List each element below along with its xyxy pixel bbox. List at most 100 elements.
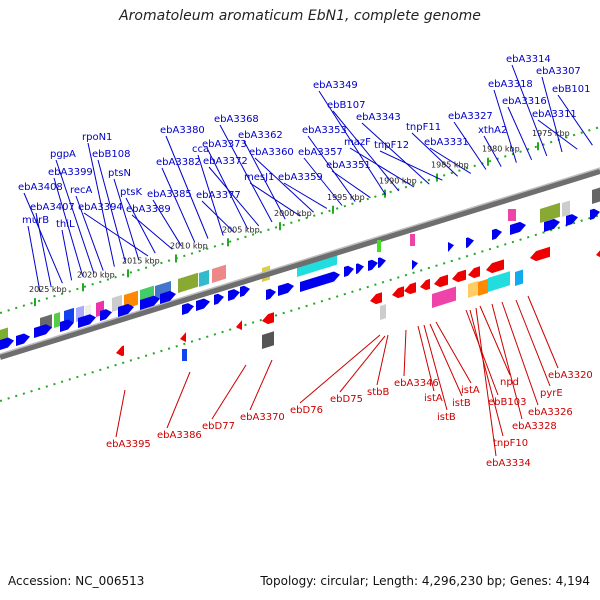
forward-gene-label: ebA3318 [488,79,533,90]
forward-gene-label: ebB101 [552,84,590,95]
reverse-leader-line [299,334,381,404]
backbone-line [0,168,600,360]
reverse-leader-line [491,303,523,420]
reverse-leader-line [515,299,551,387]
forward-gene-arrow [0,337,14,350]
forward-leader-line [349,147,415,188]
forward-leader-line [53,177,84,277]
forward-gene-label: ebA3314 [506,54,551,65]
forward-gene-arrow [60,319,74,332]
reverse-leader-line [527,295,559,369]
reverse-leader-line [403,329,407,377]
forward-gene-arrow [196,298,210,311]
forward-gene-arrow [240,285,250,297]
reverse-gene-arrow [434,274,448,288]
gene-arrows [0,208,600,361]
reverse-gene-label: istA [424,393,443,404]
forward-gene-label: mazF [344,137,371,148]
forward-leader-line [331,170,371,199]
reverse-gene-label: tnpF10 [493,438,528,449]
reverse-gene-label: npd [500,377,519,388]
scale-tick-label: 2015 kbp [122,256,160,265]
forward-gene-arrow [544,218,560,232]
forward-gene-label: thiL [56,219,75,230]
forward-gene-label: ebA3389 [126,204,171,215]
backbone-highlight [0,167,600,355]
reverse-leader-line [417,325,435,392]
reverse-gene-label: ebA3320 [548,370,593,381]
forward-leader-line [411,132,458,177]
scale-tick-label: 1995 kbp [327,193,365,202]
feature-strip [478,278,488,296]
scale-tick-label: 2005 kbp [222,225,260,234]
forward-leader-line [27,225,41,293]
scale-tick-label: 1975 kbp [532,129,570,138]
forward-gene-arrow [368,259,378,271]
scale-tick-label: 1985 kbp [431,161,469,170]
forward-gene-arrow [300,271,340,292]
reverse-gene-arrow [180,332,186,343]
forward-gene-arrow [16,333,30,346]
forward-leader-line [197,154,224,236]
forward-leader-line [557,94,593,146]
feature-strip [212,264,226,283]
reverse-gene-arrow [486,259,504,274]
forward-gene-label: cca [192,144,209,155]
forward-leader-line [303,157,343,206]
reverse-gene-label: ebA3334 [486,458,531,469]
feature-mark [182,349,187,361]
feature-strip [262,331,274,349]
reverse-leader-line [501,301,539,406]
feature-strip [515,269,523,286]
reverse-gene-arrow [404,282,416,295]
reverse-gene-arrow [262,312,274,325]
forward-gene-label: mesJ1 [244,172,274,183]
reverse-gene-arrow [392,286,404,299]
reverse-gene-label: ebA3326 [528,407,573,418]
forward-gene-arrow [590,208,600,220]
forward-leader-line [541,76,563,153]
forward-gene-label: ebA3349 [313,80,358,91]
reverse-gene-arrow [370,292,382,305]
feature-strip [178,272,198,293]
forward-gene-label: ebA3368 [214,114,259,125]
forward-gene-arrow [266,288,276,300]
forward-gene-label: ebA3385 [147,189,192,200]
reverse-gene-label: ebB103 [488,397,526,408]
forward-leader-line [208,166,260,227]
forward-gene-label: ebA3407 [30,202,75,213]
forward-gene-label: ebA3357 [298,147,343,158]
forward-gene-arrow [140,295,160,310]
forward-gene-arrow [566,214,578,226]
reverse-leader-line [166,371,191,429]
forward-gene-label: murB [22,215,49,226]
upper-scale-guide [0,126,600,314]
reverse-leader-line [429,323,463,397]
forward-gene-label: ebA3316 [502,96,547,107]
scale-tick-label: 2025 kbp [29,285,67,294]
forward-leader-line [87,142,115,267]
feature-strip [488,271,510,292]
gene-labels: 2025 kbp 2020 kbp 2015 kbp 2010 kbp 2005 kbp… [18,54,593,469]
reverse-gene-arrow [468,266,480,279]
forward-leader-line [243,140,286,220]
forward-gene-label: ebA3351 [326,160,371,171]
forward-gene-label: ebA3380 [160,125,205,136]
forward-leader-line [254,157,314,213]
forward-leader-line [511,64,548,157]
forward-leader-line [483,135,502,167]
forward-leader-line [219,124,273,223]
forward-leader-line [201,200,235,234]
forward-leader-line [537,119,578,150]
reverse-leader-line [115,389,126,438]
feature-mark [377,240,381,252]
reverse-gene-label: istB [452,398,471,409]
feature-strip [540,202,560,223]
feature-strip [199,269,209,287]
forward-leader-line [453,121,487,170]
scale-ticks [0,126,600,402]
reverse-gene-arrow [420,278,430,291]
forward-gene-arrow [378,257,386,268]
reverse-leader-line [479,305,511,376]
forward-gene-arrow [78,314,96,328]
